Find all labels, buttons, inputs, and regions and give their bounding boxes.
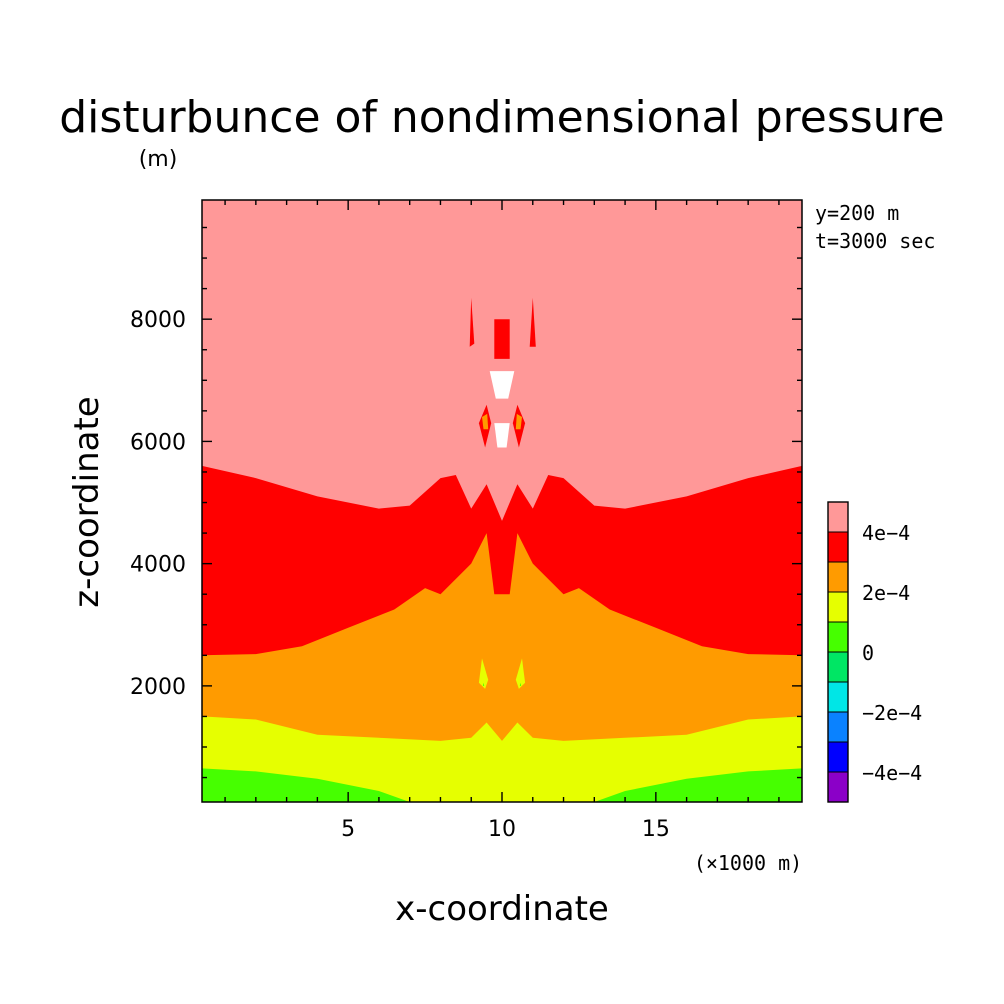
x-tick-label: 5	[341, 817, 355, 842]
colorbar-swatch	[828, 772, 848, 802]
x-axis-label: x-coordinate	[395, 889, 609, 929]
colorbar-swatch	[828, 652, 848, 682]
y-tick-label: 4000	[130, 553, 186, 578]
colorbar-swatch	[828, 592, 848, 622]
contour-blob-12	[519, 682, 522, 686]
contour-blob-0	[469, 297, 475, 347]
x-axis-unit: (×1000 m)	[694, 851, 802, 875]
annotation-y: y=200 m	[815, 201, 899, 225]
colorbar-swatch	[828, 682, 848, 712]
contour-blob-9	[478, 658, 489, 689]
chart-title: disturbunce of nondimensional pressure	[59, 92, 945, 143]
y-tick-label: 8000	[130, 308, 186, 333]
annotation-t: t=3000 sec	[815, 229, 935, 253]
colorbar-swatch	[828, 502, 848, 532]
colorbar-label: 4e−4	[862, 521, 910, 545]
colorbar-swatch	[828, 742, 848, 772]
contour-blob-8	[494, 423, 510, 448]
y-axis-unit: (m)	[139, 147, 178, 172]
colorbar-label: −4e−4	[862, 761, 922, 785]
colorbar-swatch	[828, 622, 848, 652]
colorbar-label: 2e−4	[862, 581, 910, 605]
contour-blob-11	[482, 682, 485, 686]
contour-blob-2	[494, 319, 510, 359]
region-1e-4-to-2e-4	[202, 716, 802, 802]
contour-blob-1	[529, 297, 536, 347]
colorbar-swatch	[828, 562, 848, 592]
x-tick-label: 10	[488, 817, 516, 842]
colorbar-label: 0	[862, 641, 874, 665]
y-tick-label: 2000	[130, 675, 186, 700]
colorbar-label: −2e−4	[862, 701, 922, 725]
y-tick-label: 6000	[130, 430, 186, 455]
contour-blob-3	[489, 371, 515, 399]
contour-blob-10	[515, 658, 526, 689]
x-tick-label: 15	[642, 817, 670, 842]
colorbar: −4e−4 −2e−4 0 2e−4 4e−4	[827, 501, 922, 803]
contour-blob-6	[482, 413, 489, 430]
region-0-to-1e-4	[202, 768, 802, 802]
colorbar-swatch	[828, 532, 848, 562]
region-2e-4-to-3e-4	[202, 533, 802, 802]
plot-axes: 5 10 15 2000 4000 6000 8000	[130, 199, 803, 842]
y-axis-label: z-coordinate	[67, 396, 107, 607]
contour-blob-7	[515, 413, 522, 430]
contour-plot	[202, 200, 802, 802]
colorbar-swatch	[828, 712, 848, 742]
